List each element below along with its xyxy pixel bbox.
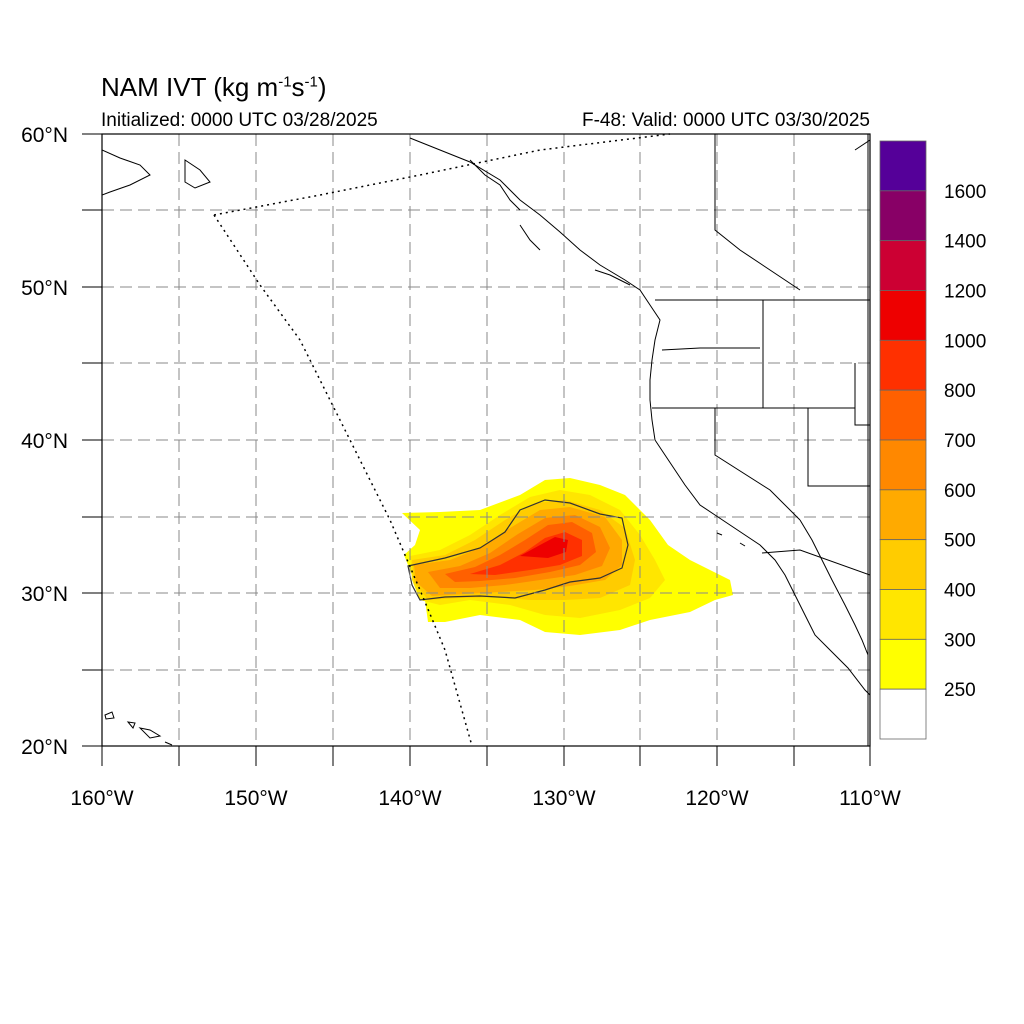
- colorbar-swatch: [879, 489, 927, 541]
- tick-marks: [82, 133, 871, 766]
- colorbar-swatch: [879, 389, 927, 441]
- colorbar-swatch: [879, 439, 927, 491]
- colorbar-label: 1400: [944, 232, 986, 253]
- domain-boundary-west: [213, 214, 473, 747]
- colorbar-swatch: [879, 638, 927, 690]
- x-tick-label: 120°W: [685, 787, 748, 810]
- colorbar-swatch: [879, 539, 927, 590]
- colorbar-swatch: [879, 140, 927, 192]
- colorbar-label: 700: [944, 431, 976, 452]
- colorbar-label: 1200: [944, 282, 986, 303]
- y-axis-labels: 20°N 30°N 40°N 50°N 60°N: [21, 124, 68, 759]
- y-tick-label: 60°N: [21, 124, 68, 147]
- colorbar-label: 500: [944, 531, 976, 552]
- colorbar-label: 300: [944, 630, 976, 651]
- x-tick-label: 160°W: [70, 787, 133, 810]
- colorbar-label: 1000: [944, 331, 986, 352]
- domain-boundary: [213, 133, 671, 216]
- ivt-shading: [402, 478, 733, 635]
- x-tick-label: 140°W: [378, 787, 441, 810]
- colorbar-swatch: [879, 589, 927, 640]
- coastlines: [102, 134, 870, 746]
- x-tick-label: 110°W: [839, 787, 901, 810]
- colorbar-label: 250: [944, 680, 976, 701]
- colorbar-swatch: [879, 190, 927, 242]
- colorbar-label: 400: [944, 581, 976, 602]
- colorbar-label: 800: [944, 381, 976, 402]
- colorbar-label: 1600: [944, 182, 986, 203]
- colorbar-swatch: [879, 339, 927, 391]
- valid-label: F-48: Valid: 0000 UTC 03/30/2025: [582, 110, 870, 131]
- y-tick-label: 50°N: [21, 277, 68, 300]
- graticule: [102, 134, 870, 746]
- colorbar-swatch: [879, 290, 927, 341]
- ivt-contour: [407, 499, 629, 601]
- y-tick-label: 20°N: [21, 736, 68, 759]
- colorbar: 1600 1400 1200 1000 800 700 600 500 400 300 250: [879, 140, 986, 740]
- colorbar-label: 600: [944, 481, 976, 502]
- initialized-label: Initialized: 0000 UTC 03/28/2025: [101, 110, 378, 131]
- colorbar-swatch: [879, 688, 927, 740]
- x-axis-labels: 160°W 150°W 140°W 130°W 120°W 110°W: [70, 787, 901, 810]
- ivt-1000-region: [520, 537, 568, 558]
- y-tick-label: 40°N: [21, 430, 68, 453]
- x-tick-label: 130°W: [532, 787, 595, 810]
- y-tick-label: 30°N: [21, 583, 68, 606]
- colorbar-swatch: [879, 240, 927, 291]
- x-tick-label: 150°W: [224, 787, 287, 810]
- chart-title: NAM IVT (kg m-1s-1): [101, 72, 327, 102]
